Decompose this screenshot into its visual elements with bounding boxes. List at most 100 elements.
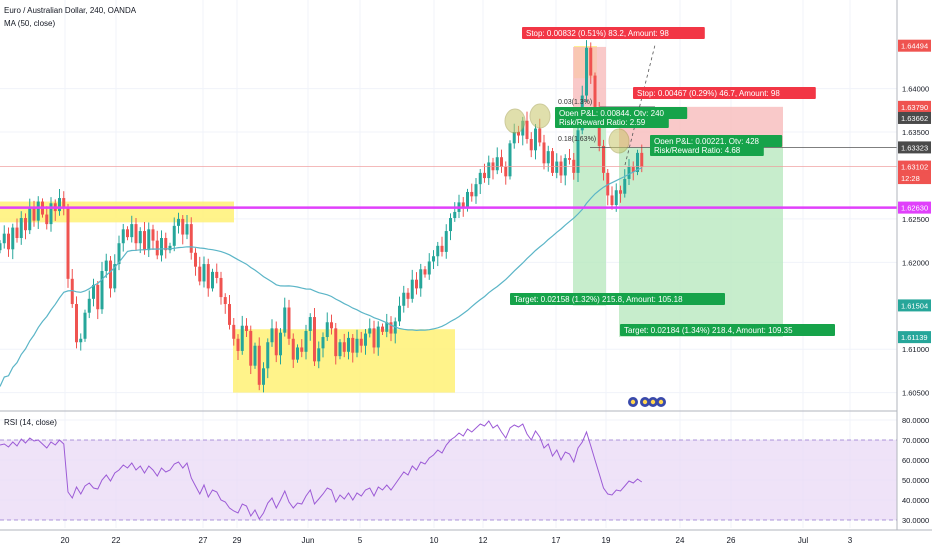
price-tag-4[interactable]: 1.63102 bbox=[898, 160, 931, 173]
candle-149[interactable] bbox=[631, 161, 635, 181]
candle-90[interactable] bbox=[381, 323, 384, 335]
candle-99[interactable] bbox=[419, 263, 423, 297]
candle-150[interactable] bbox=[636, 149, 639, 176]
candle-9[interactable] bbox=[36, 196, 40, 229]
candle-4[interactable] bbox=[15, 218, 19, 243]
stop-label-2[interactable]: Stop: 0.00467 (0.29%) 46.7, Amount: 98 bbox=[633, 87, 816, 99]
candle-40[interactable] bbox=[168, 242, 172, 254]
candle-55[interactable] bbox=[232, 318, 236, 346]
candle-30[interactable] bbox=[126, 226, 129, 241]
candle-113[interactable] bbox=[478, 168, 482, 194]
candle-64[interactable] bbox=[270, 319, 274, 347]
candle-60[interactable] bbox=[253, 342, 257, 369]
risk-reward-label-1[interactable]: Risk/Reward Ratio: 2.59 bbox=[555, 116, 669, 128]
candle-134[interactable] bbox=[568, 149, 571, 165]
candle-56[interactable] bbox=[236, 334, 240, 361]
symbol-legend[interactable]: Euro / Australian Dollar, 240, OANDA bbox=[4, 6, 137, 15]
candle-75[interactable] bbox=[317, 341, 321, 369]
candle-32[interactable] bbox=[134, 218, 138, 251]
candle-117[interactable] bbox=[495, 147, 499, 175]
candle-79[interactable] bbox=[334, 322, 338, 365]
candle-83[interactable] bbox=[351, 334, 355, 363]
candle-20[interactable] bbox=[83, 309, 87, 342]
candle-0[interactable] bbox=[0, 240, 2, 254]
candle-101[interactable] bbox=[427, 253, 431, 280]
candle-2[interactable] bbox=[7, 227, 10, 257]
candle-81[interactable] bbox=[342, 333, 346, 358]
candle-118[interactable] bbox=[500, 149, 503, 173]
candle-138[interactable] bbox=[585, 40, 588, 102]
candle-62[interactable] bbox=[262, 362, 265, 393]
price-tag-3[interactable]: 1.63323 bbox=[898, 141, 931, 154]
candle-7[interactable] bbox=[28, 198, 32, 235]
candle-59[interactable] bbox=[249, 325, 253, 375]
price-tag-6[interactable]: 1.62630 bbox=[898, 201, 931, 214]
candle-23[interactable] bbox=[96, 281, 100, 320]
candle-115[interactable] bbox=[487, 155, 491, 185]
candle-96[interactable] bbox=[406, 288, 410, 308]
candle-16[interactable] bbox=[66, 203, 70, 288]
price-tag-5[interactable]: 12:28 bbox=[898, 172, 931, 185]
candle-51[interactable] bbox=[215, 263, 219, 284]
candle-105[interactable] bbox=[444, 224, 448, 259]
candle-132[interactable] bbox=[559, 155, 563, 184]
candle-112[interactable] bbox=[474, 178, 478, 204]
candle-76[interactable] bbox=[321, 332, 325, 358]
candle-24[interactable] bbox=[100, 261, 104, 314]
candle-layer[interactable] bbox=[0, 40, 644, 393]
candle-27[interactable] bbox=[113, 254, 117, 293]
candle-15[interactable] bbox=[62, 191, 66, 216]
candle-25[interactable] bbox=[104, 253, 108, 278]
candle-92[interactable] bbox=[389, 316, 393, 342]
candle-87[interactable] bbox=[368, 318, 372, 338]
candle-12[interactable] bbox=[49, 197, 53, 232]
candle-128[interactable] bbox=[542, 134, 546, 170]
candle-8[interactable] bbox=[32, 200, 36, 227]
candle-35[interactable] bbox=[147, 222, 151, 258]
candle-38[interactable] bbox=[160, 230, 163, 262]
candle-68[interactable] bbox=[287, 299, 291, 345]
candle-42[interactable] bbox=[177, 212, 180, 234]
rsi-line[interactable] bbox=[0, 420, 643, 520]
rsi-legend[interactable]: RSI (14, close) bbox=[4, 418, 57, 427]
price-tag-8[interactable]: 1.61139 bbox=[898, 331, 931, 344]
candle-120[interactable] bbox=[508, 140, 512, 180]
candle-98[interactable] bbox=[415, 272, 418, 295]
candle-19[interactable] bbox=[79, 333, 83, 351]
candle-140[interactable] bbox=[593, 72, 597, 114]
event-markers[interactable] bbox=[628, 397, 666, 407]
candle-102[interactable] bbox=[432, 250, 435, 270]
candle-91[interactable] bbox=[385, 313, 389, 338]
candle-65[interactable] bbox=[274, 321, 278, 363]
candle-50[interactable] bbox=[211, 268, 214, 292]
moving-average-line[interactable] bbox=[0, 167, 643, 387]
candle-37[interactable] bbox=[155, 230, 159, 260]
candle-125[interactable] bbox=[529, 132, 533, 158]
price-tag-7[interactable]: 1.61504 bbox=[898, 299, 931, 312]
candle-106[interactable] bbox=[449, 213, 452, 241]
candle-47[interactable] bbox=[198, 256, 202, 286]
candle-44[interactable] bbox=[185, 215, 189, 240]
candle-33[interactable] bbox=[138, 227, 142, 254]
candle-58[interactable] bbox=[245, 318, 248, 338]
candle-77[interactable] bbox=[325, 312, 329, 341]
candle-97[interactable] bbox=[410, 269, 414, 303]
candle-129[interactable] bbox=[546, 145, 550, 172]
candle-148[interactable] bbox=[627, 159, 631, 186]
candle-124[interactable] bbox=[525, 111, 529, 144]
candle-11[interactable] bbox=[45, 206, 49, 230]
candle-126[interactable] bbox=[534, 123, 537, 160]
candle-100[interactable] bbox=[423, 266, 427, 278]
candle-61[interactable] bbox=[257, 337, 261, 391]
candle-5[interactable] bbox=[19, 211, 23, 245]
candle-18[interactable] bbox=[75, 296, 78, 349]
candle-130[interactable] bbox=[551, 148, 554, 176]
candle-6[interactable] bbox=[24, 213, 27, 240]
candle-119[interactable] bbox=[504, 161, 508, 185]
candle-63[interactable] bbox=[266, 338, 270, 379]
candle-82[interactable] bbox=[347, 331, 350, 360]
candle-26[interactable] bbox=[109, 255, 112, 298]
candle-71[interactable] bbox=[300, 339, 304, 358]
candle-49[interactable] bbox=[206, 258, 210, 297]
